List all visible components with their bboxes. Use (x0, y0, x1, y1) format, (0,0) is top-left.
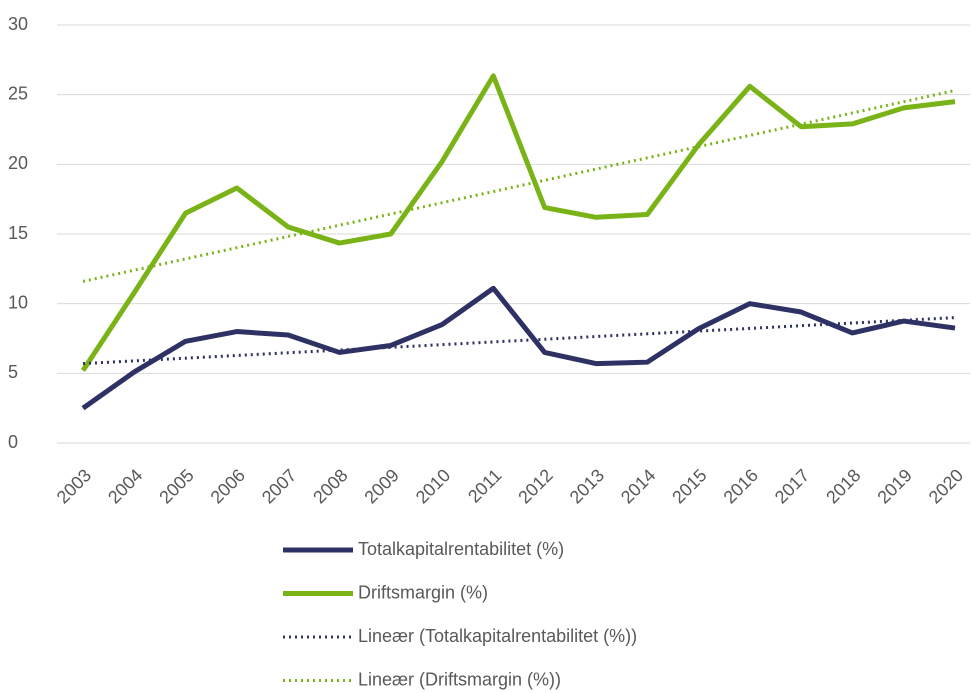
y-tick-label: 30 (8, 14, 28, 34)
y-tick-label: 5 (8, 362, 18, 382)
y-tick-label: 15 (8, 223, 28, 243)
y-tick-label: 25 (8, 83, 28, 103)
x-tick-label: 2010 (412, 465, 454, 507)
x-tick-label: 2008 (309, 465, 351, 507)
y-tick-label: 0 (8, 432, 18, 452)
trend-line (82, 316, 956, 366)
x-tick-label: 2005 (155, 465, 197, 507)
trend-line (82, 89, 956, 283)
data-line (81, 285, 956, 411)
x-tick-label: 2012 (514, 465, 556, 507)
x-tick-label: 2016 (720, 465, 762, 507)
x-tick-label: 2004 (104, 465, 146, 507)
legend-label: Driftsmargin (%) (358, 582, 488, 602)
x-tick-label: 2019 (873, 465, 915, 507)
x-tick-label: 2011 (464, 465, 506, 507)
x-tick-label: 2006 (207, 465, 249, 507)
legend-label: Totalkapitalrentabilitet (%) (358, 539, 564, 559)
x-tick-label: 2013 (566, 465, 608, 507)
x-tick-label: 2015 (668, 465, 710, 507)
legend-label: Lineær (Totalkapitalrentabilitet (%)) (358, 626, 637, 646)
x-tick-label: 2014 (617, 465, 659, 507)
legend-label: Lineær (Driftsmargin (%)) (358, 669, 561, 689)
x-tick-label: 2007 (258, 465, 300, 507)
x-tick-label: 2020 (925, 465, 967, 507)
data-line (80, 73, 956, 372)
x-tick-label: 2009 (360, 465, 402, 507)
y-tick-label: 20 (8, 153, 28, 173)
x-tick-label: 2018 (822, 465, 864, 507)
x-tick-label: 2017 (771, 465, 813, 507)
y-tick-label: 10 (8, 292, 28, 312)
x-tick-label: 2003 (53, 465, 95, 507)
